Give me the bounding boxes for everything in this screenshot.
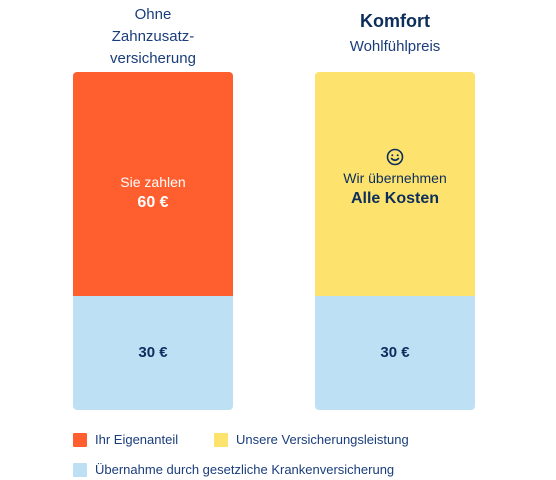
own-share-value: 60 € bbox=[137, 194, 169, 211]
left-column-header: Ohne Zahnzusatz- versicherung bbox=[73, 4, 233, 70]
insurance-coverage-label: Wir übernehmen bbox=[343, 170, 447, 186]
right-cost-bar: Wir übernehmen Alle Kosten 30 € bbox=[315, 72, 475, 410]
legend-swatch-blue bbox=[73, 462, 87, 477]
right-header-subtitle: Wohlfühlpreis bbox=[349, 38, 441, 55]
legend-label-insurance: Unsere Versicherungsleistung bbox=[236, 432, 409, 447]
left-header-line-1: Ohne bbox=[134, 6, 172, 23]
insurance-coverage-text: Wir übernehmen Alle Kosten bbox=[315, 148, 475, 208]
right-header-title: Komfort bbox=[360, 11, 430, 31]
statutory-segment-left: 30 € bbox=[73, 296, 233, 410]
legend-swatch-yellow bbox=[214, 432, 228, 447]
legend-label-statutory: Übernahme durch gesetzliche Krankenversi… bbox=[95, 462, 395, 477]
statutory-value-right: 30 € bbox=[380, 344, 410, 361]
insurance-coverage-segment: Wir übernehmen Alle Kosten bbox=[315, 72, 475, 296]
left-cost-bar: Sie zahlen 60 € 30 € bbox=[73, 72, 233, 410]
statutory-segment-right: 30 € bbox=[315, 296, 475, 410]
smiley-icon bbox=[386, 148, 404, 166]
legend-label-own-share: Ihr Eigenanteil bbox=[95, 432, 179, 447]
left-header-line-2: Zahnzusatz- bbox=[111, 28, 195, 45]
legend-item-insurance: Unsere Versicherungsleistung bbox=[214, 432, 409, 447]
left-header-line-3: versicherung bbox=[110, 50, 196, 67]
own-share-text: Sie zahlen 60 € bbox=[73, 174, 233, 212]
legend-item-statutory: Übernahme durch gesetzliche Krankenversi… bbox=[73, 462, 394, 477]
own-share-segment: Sie zahlen 60 € bbox=[73, 72, 233, 296]
insurance-coverage-value: Alle Kosten bbox=[350, 190, 439, 207]
right-column-header: Komfort Wohlfühlpreis bbox=[315, 10, 475, 58]
own-share-label: Sie zahlen bbox=[120, 174, 186, 190]
statutory-value-left: 30 € bbox=[138, 344, 168, 361]
legend-item-own-share: Ihr Eigenanteil bbox=[73, 432, 178, 447]
legend-swatch-orange bbox=[73, 432, 87, 447]
